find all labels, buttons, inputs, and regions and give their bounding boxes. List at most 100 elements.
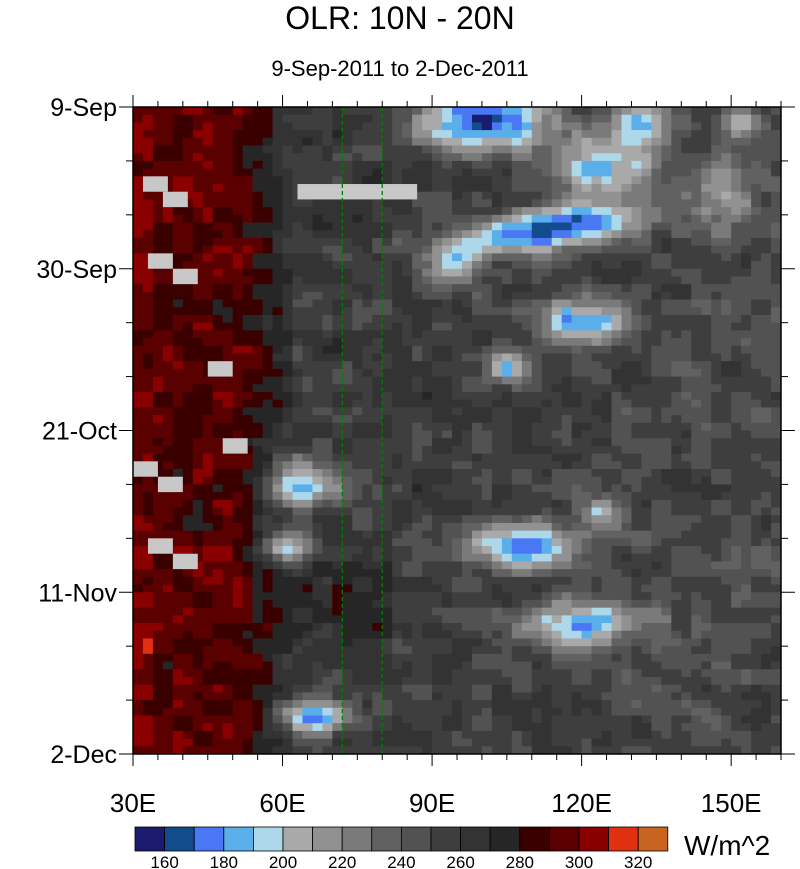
heatmap-cell	[272, 692, 284, 701]
heatmap-cell	[711, 676, 722, 686]
heatmap-cell	[681, 199, 692, 208]
heatmap-cell	[511, 245, 523, 254]
heatmap-cell	[631, 615, 642, 624]
heatmap-cell	[491, 445, 503, 455]
heatmap-cell	[671, 214, 682, 224]
heatmap-cell	[312, 368, 323, 378]
heatmap-cell	[631, 407, 642, 416]
heatmap-cell	[322, 368, 333, 378]
heatmap-cell	[701, 222, 712, 231]
heatmap-cell	[701, 391, 712, 401]
heatmap-cell	[641, 237, 652, 247]
heatmap-cell	[412, 623, 423, 632]
heatmap-cell	[302, 345, 313, 354]
heatmap-cell	[312, 207, 323, 216]
heatmap-cell	[242, 222, 254, 231]
heatmap-cell	[172, 330, 184, 339]
heatmap-cell	[541, 445, 553, 455]
heatmap-cell	[631, 422, 642, 431]
heatmap-cell	[601, 553, 613, 562]
heatmap-cell	[681, 569, 692, 578]
heatmap-cell	[412, 469, 423, 478]
heatmap-cell	[272, 114, 284, 123]
heatmap-cell	[671, 684, 682, 693]
heatmap-cell	[521, 715, 533, 724]
heatmap-cell	[252, 122, 264, 131]
heatmap-cell	[272, 199, 284, 208]
heatmap-cell	[392, 214, 403, 224]
heatmap-cell	[352, 207, 363, 216]
heatmap-cell	[292, 684, 303, 693]
heatmap-cell	[531, 546, 543, 555]
heatmap-cell	[442, 230, 453, 239]
heatmap-cell	[222, 553, 234, 562]
heatmap-cell	[312, 168, 323, 177]
heatmap-cell	[511, 561, 523, 570]
heatmap-cell	[521, 538, 533, 547]
heatmap-cell	[691, 353, 702, 362]
heatmap-cell	[581, 137, 593, 147]
heatmap-cell	[133, 130, 144, 139]
heatmap-cell	[162, 368, 174, 378]
heatmap-cell	[531, 707, 543, 716]
heatmap-cell	[262, 407, 274, 416]
heatmap-cell	[142, 237, 154, 247]
heatmap-cell	[372, 553, 383, 562]
heatmap-cell	[481, 707, 493, 716]
heatmap-cell	[631, 114, 642, 123]
heatmap-cell	[591, 715, 603, 724]
heatmap-cell	[152, 507, 164, 516]
heatmap-cell	[222, 584, 234, 593]
heatmap-cell	[172, 661, 184, 670]
heatmap-cell	[342, 153, 353, 162]
heatmap-cell	[711, 738, 722, 747]
heatmap-cell	[521, 438, 533, 447]
heatmap-cell	[312, 160, 323, 170]
heatmap-cell	[481, 353, 493, 362]
heatmap-cell	[621, 507, 632, 516]
heatmap-cell	[252, 137, 264, 147]
heatmap-cell	[222, 569, 234, 578]
heatmap-cell	[362, 623, 373, 632]
heatmap-cell	[232, 561, 244, 570]
heatmap-cell	[721, 184, 732, 193]
heatmap-cell	[442, 407, 453, 416]
heatmap-cell	[511, 345, 523, 354]
heatmap-cell	[581, 576, 593, 586]
heatmap-cell	[262, 314, 274, 324]
heatmap-cell	[711, 130, 722, 139]
heatmap-cell	[591, 492, 603, 501]
heatmap-cell	[232, 207, 244, 216]
heatmap-cell	[242, 160, 254, 170]
heatmap-cell	[691, 507, 702, 516]
heatmap-cell	[671, 692, 682, 701]
heatmap-cell	[312, 338, 323, 347]
heatmap-cell	[521, 723, 533, 732]
heatmap-cell	[162, 430, 174, 439]
heatmap-cell	[302, 653, 313, 663]
heatmap-cell	[621, 453, 632, 462]
heatmap-cell	[571, 684, 583, 693]
heatmap-cell	[422, 353, 433, 362]
heatmap-cell	[222, 707, 234, 716]
heatmap-cell	[432, 376, 443, 385]
heatmap-cell	[501, 191, 513, 200]
heatmap-cell	[282, 623, 294, 632]
heatmap-cell	[412, 376, 423, 385]
heatmap-cell	[481, 538, 493, 547]
heatmap-cell	[212, 384, 224, 393]
heatmap-cell	[162, 137, 174, 147]
heatmap-cell	[491, 438, 503, 447]
heatmap-cell	[152, 353, 164, 362]
heatmap-cell	[212, 746, 224, 755]
heatmap-cell	[342, 469, 353, 478]
heatmap-cell	[481, 738, 493, 747]
heatmap-cell	[591, 291, 603, 301]
heatmap-cell	[521, 307, 533, 316]
heatmap-cell	[352, 368, 363, 378]
heatmap-cell	[551, 384, 563, 393]
heatmap-cell	[182, 730, 194, 740]
heatmap-cell	[252, 584, 264, 593]
heatmap-cell	[701, 653, 712, 663]
heatmap-cell	[491, 130, 503, 139]
